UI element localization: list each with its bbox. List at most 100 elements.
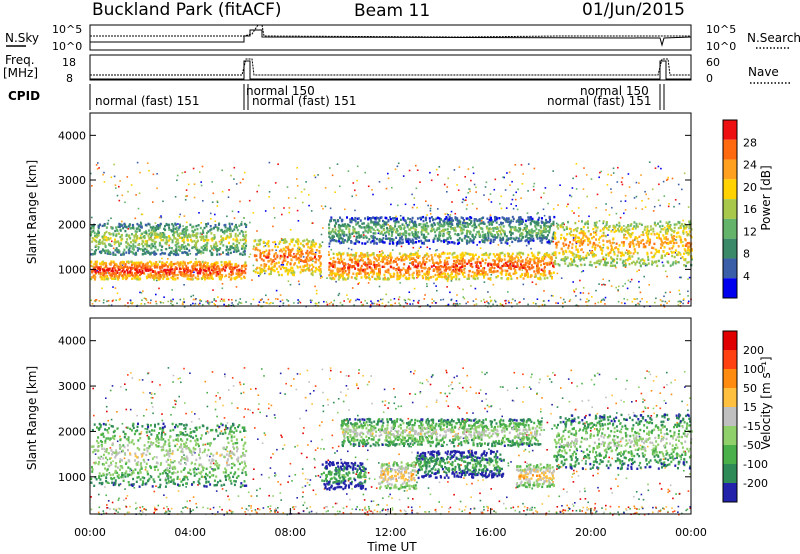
scatter-cell — [347, 247, 350, 250]
echo-cell — [344, 270, 347, 273]
echo-cell — [234, 264, 237, 267]
echo-cell — [207, 239, 210, 242]
scatter-cell — [416, 276, 418, 279]
echo-cell — [207, 267, 210, 270]
echo-cell — [163, 269, 165, 272]
echo-cell — [550, 222, 553, 226]
echo-cell — [469, 232, 472, 235]
echo-cell — [263, 254, 265, 257]
echo-cell — [205, 244, 208, 247]
echo-cell — [162, 252, 165, 255]
echo-cell — [463, 275, 466, 278]
nsearch-trace — [90, 24, 691, 38]
echo-cell — [686, 242, 689, 245]
echo-cell — [244, 230, 247, 234]
echo-cell — [157, 271, 160, 274]
scatter-cell — [256, 190, 258, 193]
echo-cell — [339, 236, 342, 240]
echo-cell — [222, 251, 224, 254]
echo-cell — [505, 235, 508, 238]
echo-cell — [420, 239, 423, 243]
echo-cell — [120, 253, 122, 256]
echo-cell — [169, 270, 172, 273]
echo-cell — [368, 278, 371, 281]
scatter-cell — [582, 251, 585, 254]
scatter-cell — [312, 260, 314, 262]
echo-cell — [235, 262, 238, 266]
echo-cell — [435, 217, 438, 220]
echo-cell — [401, 257, 403, 260]
echo-cell — [647, 262, 650, 265]
echo-cell — [386, 259, 389, 262]
scatter-cell — [479, 247, 482, 249]
echo-cell — [423, 233, 425, 237]
scatter-cell — [533, 167, 536, 170]
echo-cell — [372, 261, 375, 264]
echo-cell — [103, 223, 106, 226]
echo-cell — [205, 239, 208, 242]
echo-cell — [346, 216, 348, 219]
echo-cell — [165, 277, 168, 281]
scatter-cell — [337, 294, 340, 297]
echo-cell — [303, 239, 306, 242]
scatter-cell — [680, 276, 682, 279]
echo-cell — [412, 271, 415, 275]
echo-cell — [179, 273, 182, 276]
scatter-cell — [413, 197, 416, 199]
echo-cell — [188, 249, 191, 252]
echo-cell — [452, 219, 454, 222]
echo-cell — [255, 254, 258, 257]
echo-cell — [372, 271, 375, 275]
scatter-cell — [522, 173, 524, 175]
echo-cell — [221, 230, 224, 234]
echo-cell — [90, 261, 93, 264]
echo-cell — [506, 242, 509, 245]
scatter-cell — [404, 203, 407, 206]
echo-cell — [476, 219, 479, 223]
echo-cell — [210, 245, 213, 248]
echo-cell — [348, 224, 351, 228]
echo-cell — [407, 242, 410, 245]
scatter-cell — [443, 183, 446, 186]
scatter-cell — [135, 194, 137, 196]
echo-cell — [184, 263, 187, 266]
echo-cell — [516, 229, 519, 232]
scatter-cell — [287, 197, 290, 199]
scatter-cell — [470, 179, 472, 182]
echo-cell — [428, 259, 431, 262]
echo-cell — [671, 254, 674, 258]
echo-cell — [525, 228, 528, 231]
scatter-cell — [456, 184, 458, 186]
echo-cell — [512, 217, 515, 221]
echo-cell — [216, 271, 219, 274]
echo-cell — [477, 271, 480, 274]
echo-cell — [144, 264, 147, 267]
echo-cell — [334, 260, 337, 264]
scatter-cell — [394, 168, 397, 171]
echo-cell — [359, 272, 362, 275]
echo-cell — [154, 240, 157, 244]
scatter-cell — [458, 166, 461, 168]
scatter-cell — [610, 285, 613, 287]
echo-cell — [430, 229, 433, 233]
echo-cell — [149, 272, 152, 275]
echo-cell — [506, 269, 509, 273]
echo-cell — [265, 249, 268, 252]
echo-cell — [353, 218, 356, 222]
echo-cell — [458, 259, 461, 263]
scatter-cell — [257, 304, 260, 306]
scatter-cell — [161, 257, 163, 260]
echo-cell — [274, 257, 277, 261]
echo-cell — [182, 241, 185, 244]
echo-cell — [117, 225, 120, 228]
scatter-cell — [490, 273, 493, 276]
echo-cell — [200, 238, 203, 241]
echo-cell — [511, 232, 514, 235]
scatter-cell — [625, 262, 627, 265]
echo-cell — [502, 236, 505, 240]
echo-cell — [464, 251, 467, 255]
echo-cell — [157, 227, 160, 230]
echo-cell — [155, 233, 158, 237]
echo-cell — [382, 219, 384, 223]
echo-cell — [236, 269, 239, 272]
